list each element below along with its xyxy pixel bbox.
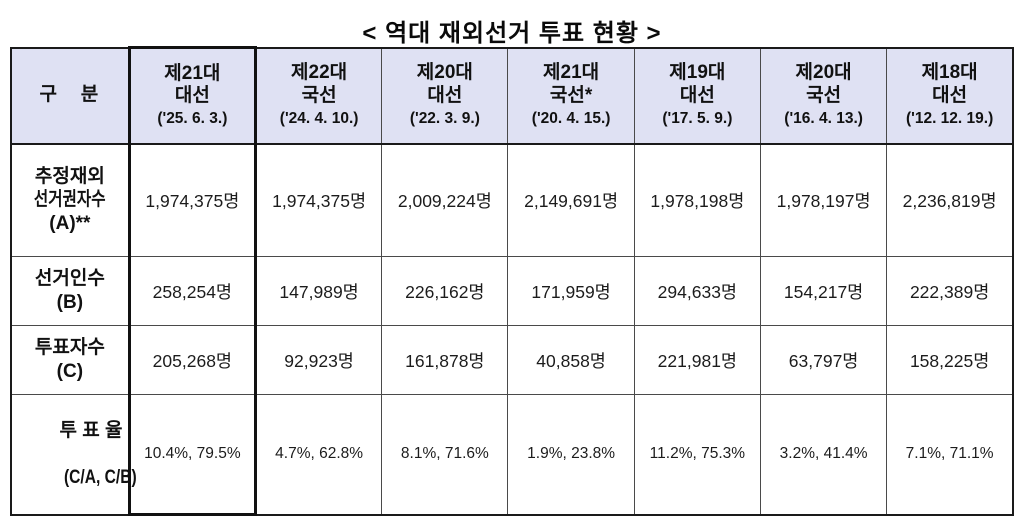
column-title-line2: 국선*: [549, 85, 593, 107]
column-title-line2: 대선: [679, 85, 715, 107]
column-title-line1: 제20대: [795, 62, 852, 84]
column-header-20dae-daeseon: 제20대 대선 ('22. 3. 9.): [381, 47, 509, 145]
table-cell: 222,389명: [886, 256, 1014, 326]
table-cell: 1,974,375명: [127, 143, 257, 257]
table-row-registered-voters: 선거인수 (B) 258,254명 147,989명 226,162명 171,…: [10, 256, 1014, 326]
corner-header-gubun: 구 분: [10, 47, 130, 145]
column-date: ('17. 5. 9.): [662, 110, 733, 127]
column-title-line1: 제21대: [543, 62, 600, 84]
column-header-18dae-daeseon: 제18대 대선 ('12. 12. 19.): [886, 47, 1014, 145]
table-row-turnout: 투 표 율 (C/A, C/B) 10.4%, 79.5% 4.7%, 62.8…: [10, 393, 1014, 517]
column-title-line2: 대선: [174, 85, 210, 107]
row-label-line1: 투 표 율: [59, 419, 123, 441]
column-title-line1: 제21대: [164, 62, 221, 84]
row-label-estimated-eligible: 추정재외 선거권자수 (A)**: [10, 143, 130, 257]
row-label-line3: (A)**: [49, 213, 91, 235]
row-label-line1: 투표자수: [34, 337, 105, 359]
column-title-line2: 대선: [932, 85, 968, 107]
column-title-line1: 제18대: [921, 62, 978, 84]
column-title-line2: 국선: [301, 85, 337, 107]
row-label-line2: 선거권자수: [34, 189, 106, 211]
table-cell: 10.4%, 79.5%: [127, 393, 257, 517]
table-cell: 3.2%, 41.4%: [759, 393, 888, 516]
column-date: ('16. 4. 13.): [784, 110, 863, 127]
column-title-line1: 제22대: [291, 62, 348, 84]
table-cell: 63,797명: [759, 325, 888, 395]
table-cell: 205,268명: [127, 325, 257, 395]
column-title-line2: 국선: [806, 85, 842, 107]
row-label-line2: (B): [56, 292, 84, 313]
column-date: ('12. 12. 19.): [905, 110, 994, 127]
table-cell: 294,633명: [633, 256, 761, 326]
table-cell: 8.1%, 71.6%: [381, 393, 509, 516]
header-row: 구 분 제21대 대선 ('25. 6. 3.) 제22대 국선 ('24. 4…: [10, 46, 1014, 145]
table-cell: 258,254명: [127, 256, 257, 326]
table-cell: 226,162명: [381, 256, 509, 326]
table-cell: 221,981명: [633, 325, 761, 395]
column-date: ('25. 6. 3.): [157, 110, 228, 128]
table-cell: 171,959명: [507, 256, 635, 326]
table-cell: 161,878명: [381, 325, 509, 395]
page-title: < 역대 재외선거 투표 현황 >: [362, 20, 662, 47]
table-cell: 154,217명: [759, 256, 888, 326]
overseas-election-turnout-table: 구 분 제21대 대선 ('25. 6. 3.) 제22대 국선 ('24. 4…: [10, 46, 1014, 517]
table-cell: 1,978,198명: [633, 143, 761, 257]
table-cell: 158,225명: [886, 325, 1014, 395]
table-cell: 1.9%, 23.8%: [507, 393, 635, 516]
table-cell: 1,974,375명: [254, 143, 383, 257]
column-header-21dae-daeseon: 제21대 대선 ('25. 6. 3.): [127, 46, 257, 145]
row-label-line1: 추정재외: [34, 165, 105, 187]
table-cell: 11.2%, 75.3%: [633, 393, 761, 516]
column-header-22dae-gukseon: 제22대 국선 ('24. 4. 10.): [254, 47, 383, 145]
row-label-registered-voters: 선거인수 (B): [10, 256, 130, 326]
table-row-votes-cast: 투표자수 (C) 205,268명 92,923명 161,878명 40,85…: [10, 325, 1014, 395]
row-label-votes-cast: 투표자수 (C): [10, 325, 130, 395]
table-cell: 40,858명: [507, 325, 635, 395]
table-cell: 92,923명: [254, 325, 383, 395]
column-title-line1: 제20대: [416, 62, 473, 84]
row-label-turnout: 투 표 율 (C/A, C/B): [10, 393, 137, 516]
column-header-19dae-daeseon: 제19대 대선 ('17. 5. 9.): [633, 47, 761, 145]
table-cell: 1,978,197명: [759, 143, 888, 257]
row-label-line1: 선거인수: [34, 268, 105, 290]
column-date: ('22. 3. 9.): [409, 110, 480, 127]
row-label-line2: (C/A, C/B): [64, 467, 137, 489]
column-header-21dae-gukseon: 제21대 국선* ('20. 4. 15.): [507, 47, 635, 145]
column-title-line2: 대선: [427, 85, 463, 107]
column-title-line1: 제19대: [669, 62, 726, 84]
table-cell: 147,989명: [254, 256, 383, 326]
table-row-estimated-eligible: 추정재외 선거권자수 (A)** 1,974,375명 1,974,375명 2…: [10, 143, 1014, 257]
table-cell: 2,236,819명: [886, 143, 1014, 257]
row-label-line2: (C): [56, 361, 84, 382]
column-date: ('20. 4. 15.): [531, 110, 611, 127]
table-cell: 2,149,691명: [507, 143, 635, 257]
table-cell: 7.1%, 71.1%: [886, 393, 1014, 516]
column-header-20dae-gukseon: 제20대 국선 ('16. 4. 13.): [759, 47, 888, 145]
table-cell: 4.7%, 62.8%: [254, 393, 383, 516]
table-cell: 2,009,224명: [381, 143, 509, 257]
column-date: ('24. 4. 10.): [279, 110, 359, 127]
